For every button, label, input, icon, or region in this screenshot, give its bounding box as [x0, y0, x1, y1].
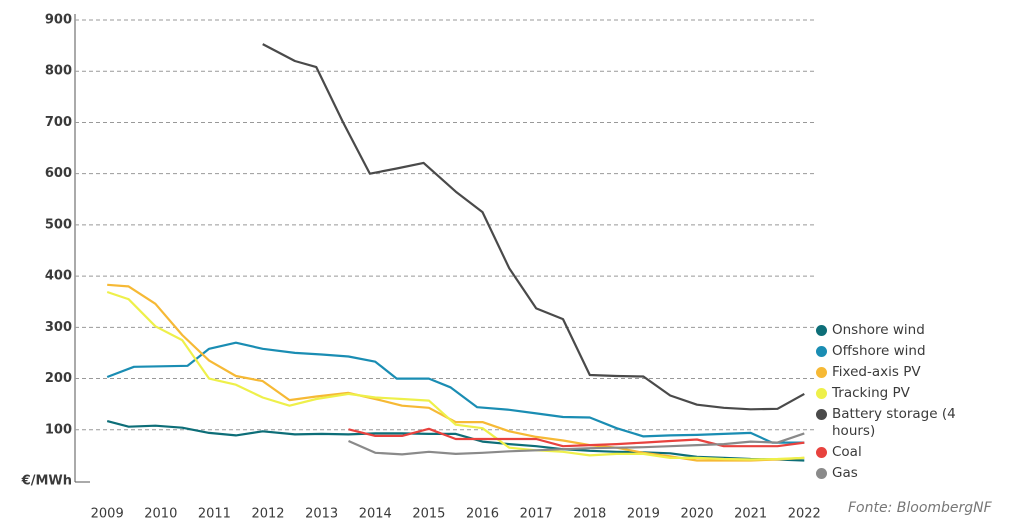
legend-label: Tracking PV	[832, 385, 910, 401]
x-tick-label: 2011	[198, 507, 231, 522]
legend-swatch	[816, 367, 827, 378]
y-tick-label: 200	[45, 371, 72, 386]
legend-item: Onshore wind	[816, 322, 966, 339]
legend-item: Offshore wind	[816, 343, 966, 360]
series-line	[348, 427, 805, 448]
series-line	[106, 420, 805, 462]
legend: Onshore wind Offshore wind Fixed-axis PV Tr…	[816, 322, 966, 486]
legend-swatch	[816, 388, 827, 399]
x-tick-label: 2010	[144, 507, 177, 522]
legend-swatch	[816, 409, 827, 420]
legend-item: Fixed-axis PV	[816, 364, 966, 381]
series-line	[262, 43, 805, 411]
y-axis-label: €/MWh	[21, 474, 72, 489]
x-tick-label: 2020	[680, 507, 713, 522]
x-tick-label: 2021	[734, 507, 767, 522]
legend-item: Tracking PV	[816, 385, 966, 402]
y-tick-label: 800	[45, 64, 72, 79]
series-line	[106, 290, 805, 461]
legend-label: Coal	[832, 444, 862, 460]
y-tick-label: 500	[45, 217, 72, 232]
y-tick-label: 100	[45, 422, 72, 437]
x-tick-label: 2016	[466, 507, 499, 522]
legend-swatch	[816, 325, 827, 336]
legend-item: Gas	[816, 465, 966, 482]
y-tick-label: 400	[45, 269, 72, 284]
series-line	[107, 283, 805, 462]
y-tick-label: 600	[45, 166, 72, 181]
y-tick-label: 700	[45, 115, 72, 130]
source: Fonte: BloombergNF	[848, 500, 992, 516]
series-line	[348, 432, 805, 456]
x-tick-label: 2019	[627, 507, 660, 522]
x-tick-label: 2017	[520, 507, 553, 522]
legend-item: Coal	[816, 444, 966, 461]
legend-label: Onshore wind	[832, 322, 925, 338]
legend-swatch	[816, 346, 827, 357]
legend-label: Battery storage (4 hours)	[832, 406, 956, 439]
y-tick-label: 300	[45, 320, 72, 335]
legend-label: Offshore wind	[832, 343, 926, 359]
legend-label: Fixed-axis PV	[832, 364, 921, 380]
x-tick-label: 2013	[305, 507, 338, 522]
x-tick-label: 2014	[359, 507, 392, 522]
y-tick-label: 900	[45, 13, 72, 28]
x-tick-label: 2022	[788, 507, 821, 522]
x-tick-label: 2018	[573, 507, 606, 522]
series-line	[106, 341, 805, 444]
legend-item: Battery storage (4 hours)	[816, 406, 966, 440]
x-tick-label: 2012	[251, 507, 284, 522]
legend-swatch	[816, 468, 827, 479]
x-tick-label: 2015	[412, 507, 445, 522]
x-tick-label: 2009	[91, 507, 124, 522]
legend-label: Gas	[832, 465, 858, 481]
legend-swatch	[816, 447, 827, 458]
